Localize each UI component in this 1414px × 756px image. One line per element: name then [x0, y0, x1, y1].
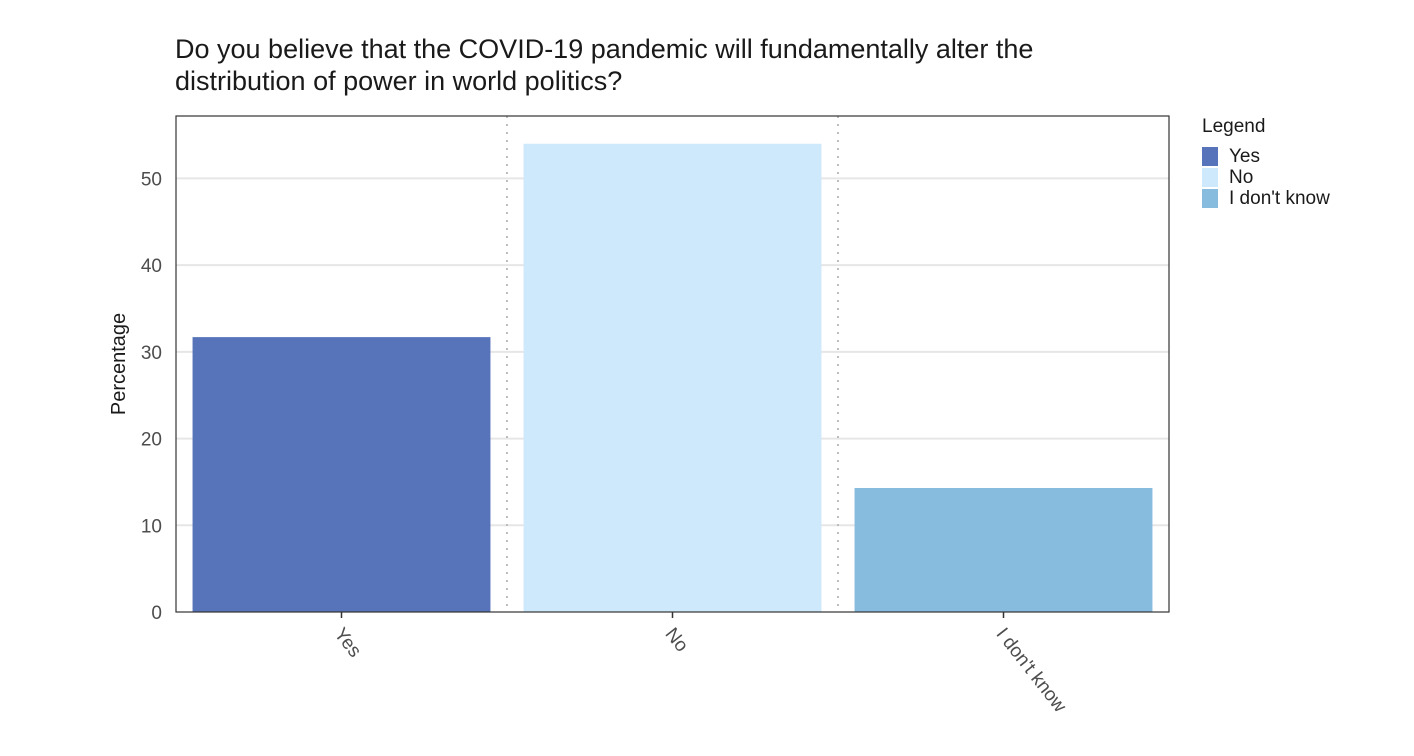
bars — [192, 143, 1153, 613]
x-tick-label: Yes — [330, 624, 366, 661]
chart-title-line-2: distribution of power in world politics? — [175, 66, 623, 96]
legend-swatch — [1202, 147, 1218, 166]
y-tick-label: 40 — [141, 256, 162, 277]
y-tick-label: 30 — [141, 343, 162, 364]
legend-label: No — [1229, 166, 1254, 188]
x-tick-label: No — [661, 624, 693, 656]
legend-swatch — [1202, 189, 1218, 208]
x-axis-ticks: Yes No I don't know — [330, 612, 1071, 717]
legend-items: Yes No I don't know — [1202, 146, 1330, 209]
y-tick-label: 10 — [141, 516, 162, 537]
y-tick-label: 20 — [141, 430, 162, 451]
legend-item: No — [1202, 167, 1330, 188]
legend-item: I don't know — [1202, 188, 1330, 209]
chart-title-line-1: Do you believe that the COVID-19 pandemi… — [175, 34, 1034, 64]
bar-no — [523, 143, 822, 613]
legend-label: I don't know — [1229, 187, 1330, 209]
legend-item: Yes — [1202, 146, 1330, 167]
category-separators — [506, 116, 839, 612]
legend-title: Legend — [1202, 116, 1266, 137]
legend-label: Yes — [1229, 145, 1260, 167]
x-tick-label: I don't know — [992, 624, 1071, 717]
bar-i-don-t-know — [854, 488, 1153, 612]
chart-title: Do you believe that the COVID-19 pandemi… — [175, 33, 1175, 97]
bar-yes — [192, 337, 491, 612]
legend: Legend Yes No I don't know — [1202, 116, 1330, 209]
y-tick-label: 0 — [151, 603, 162, 624]
y-axis-label: Percentage — [108, 313, 130, 415]
y-tick-label: 50 — [141, 169, 162, 190]
y-axis-ticks: 0 10 20 30 40 50 — [141, 169, 162, 624]
legend-swatch — [1202, 168, 1218, 187]
